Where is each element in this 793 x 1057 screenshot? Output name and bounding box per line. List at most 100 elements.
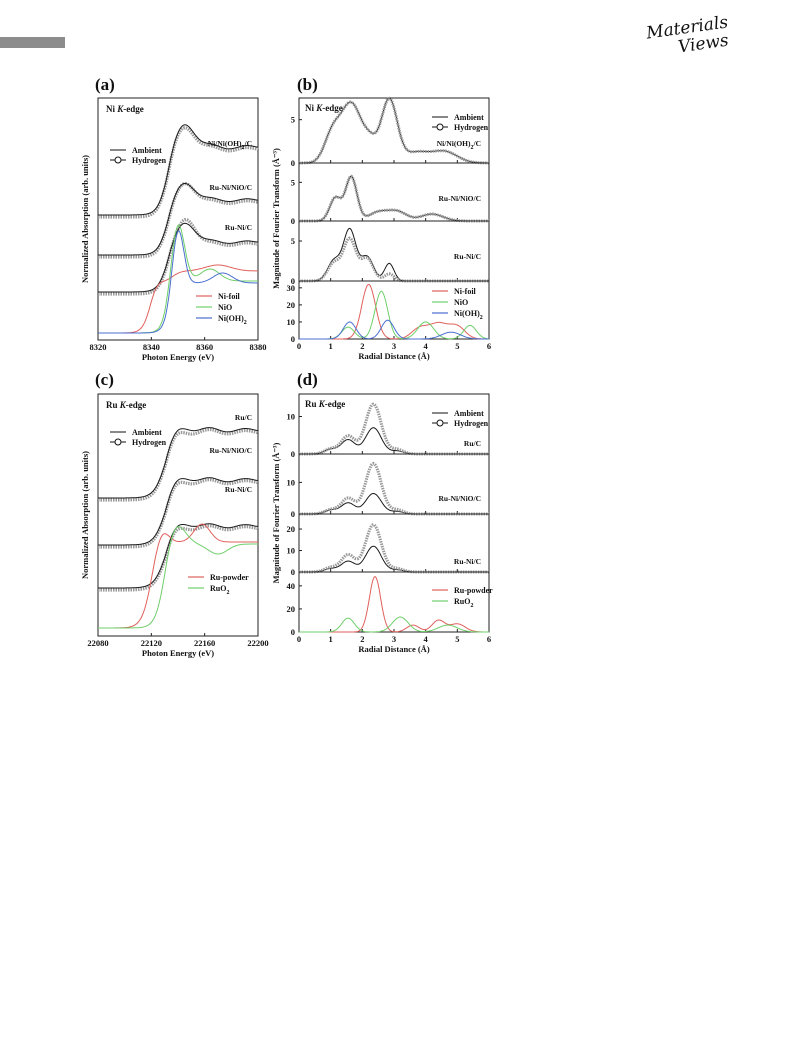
y-tick-label: 0 [291,509,295,519]
label-part: /C [244,139,253,148]
label-part: Ni/Ni(OH) [208,139,242,148]
y-tick-label: 0 [291,567,295,577]
legend-reference-label: RuO2 [454,597,473,609]
edge-letter: K [116,104,124,114]
ambient-series-line [98,477,259,546]
legend-ambient-label: Ambient [132,428,162,437]
label-part: RuO [454,597,470,606]
ambient-series-line [98,222,259,293]
label-part: Ru-Ni/NiO/C [209,183,252,192]
edge-suffix: -edge [325,399,346,409]
ambient-series-line [98,182,259,256]
x-axis-label: Photon Energy (eV) [142,648,214,658]
y-tick-label: 10 [287,412,296,422]
sample-label: Ru/C [235,413,252,422]
x-tick-label: 6 [487,341,491,351]
edge-element: Ni [305,103,316,113]
label-part: RuO [210,584,226,593]
legend-ambient-label: Ambient [132,146,162,155]
y-tick-label: 10 [287,546,296,556]
x-tick-label: 22120 [141,638,162,648]
reference-series-line [98,230,258,334]
legend-reference-label: Ni-foil [454,287,477,296]
panel-label-a: (a) [95,75,115,94]
hydrogen-series-line [299,461,489,516]
x-tick-label: 22160 [194,638,215,648]
subplot-sample-label: Ru-Ni/C [454,252,481,261]
legend-hydrogen-marker [114,438,122,446]
legend-hydrogen-label: Hydrogen [454,419,489,428]
label-part: Ru/C [235,413,252,422]
subplot-sample-label: Ru-Ni/C [454,557,481,566]
sample-label: Ru-Ni/NiO/C [209,183,252,192]
label-part: /C [473,139,482,148]
edge-label: Ru K-edge [106,400,146,410]
edge-label: Ni K-edge [106,104,144,114]
y-tick-label: 0 [291,449,295,459]
ambient-series-line [98,427,259,499]
label-part: 2 [480,315,483,321]
x-tick-label: 22200 [247,638,268,648]
legend-hydrogen-marker [436,419,444,427]
panel-label-d: (d) [297,370,318,389]
x-axis-label: Photon Energy (eV) [142,352,214,362]
header-tab-bar [0,37,65,48]
legend-reference-label: Ni(OH)2 [218,314,247,326]
sample-label: Ru-Ni/C [225,485,252,494]
edge-suffix: -edge [123,104,144,114]
edge-suffix: -edge [126,400,147,410]
edge-label: Ru K-edge [305,399,345,409]
legend-reference-label: Ru-powder [210,573,249,582]
label-part: NiO [454,298,468,307]
legend-hydrogen-label: Hydrogen [132,438,167,447]
hydrogen-series-line [98,182,259,259]
subplot-frame [298,220,490,282]
x-tick-label: 5 [455,634,459,644]
label-part: Ru-Ni/NiO/C [209,446,252,455]
legend-reference-label: RuO2 [210,584,229,596]
x-tick-label: 1 [329,341,333,351]
sample-label: Ru-Ni/C [225,223,252,232]
x-tick-label: 5 [455,341,459,351]
hydrogen-series-line [299,523,489,574]
edge-letter: K [318,399,326,409]
label-part: 2 [242,145,245,151]
x-tick-label: 22080 [87,638,108,648]
edge-suffix: -edge [322,103,343,113]
legend-hydrogen-marker [114,156,122,164]
edge-element: Ru [305,399,319,409]
x-axis-label: Radial Distance (Å) [358,351,429,361]
subplot-sample-label: Ni/Ni(OH)2/C [437,139,481,151]
plot-frame [97,393,259,637]
label-part: Ru-Ni/NiO/C [438,494,481,503]
subplot-sample-label: Ru-Ni/NiO/C [438,194,481,203]
sample-label: Ru-Ni/NiO/C [209,446,252,455]
label-part: Ru/C [464,439,481,448]
reference-series-line [299,319,489,340]
x-tick-label: 4 [424,341,429,351]
x-tick-label: 8360 [196,342,213,352]
x-tick-label: 0 [297,634,301,644]
x-tick-label: 8380 [250,342,267,352]
label-part: Ru-Ni/NiO/C [438,194,481,203]
subplot-sample-label: Ru/C [464,439,481,448]
legend-reference-label: Ru-powder [454,586,493,595]
y-tick-label: 10 [287,477,296,487]
label-part: Ru-powder [454,586,493,595]
label-part: Ni-foil [218,292,241,301]
sample-label: Ni/Ni(OH)2/C [208,139,252,151]
x-tick-label: 6 [487,634,491,644]
label-part: 2 [244,320,247,326]
edge-element: Ru [106,400,120,410]
edge-label: Ni K-edge [305,103,343,113]
subplot-sample-label: Ru-Ni/NiO/C [438,494,481,503]
y-tick-label: 5 [291,115,295,125]
y-axis-label: Magnitude of Fourier Transform (Å⁻³) [271,443,281,584]
x-axis-label: Radial Distance (Å) [358,644,429,654]
ambient-series-line [98,523,259,589]
x-tick-label: 8340 [143,342,160,352]
reference-series-line [98,526,258,629]
label-part: Ru-Ni/C [454,252,481,261]
label-part: Ni/Ni(OH) [437,139,471,148]
